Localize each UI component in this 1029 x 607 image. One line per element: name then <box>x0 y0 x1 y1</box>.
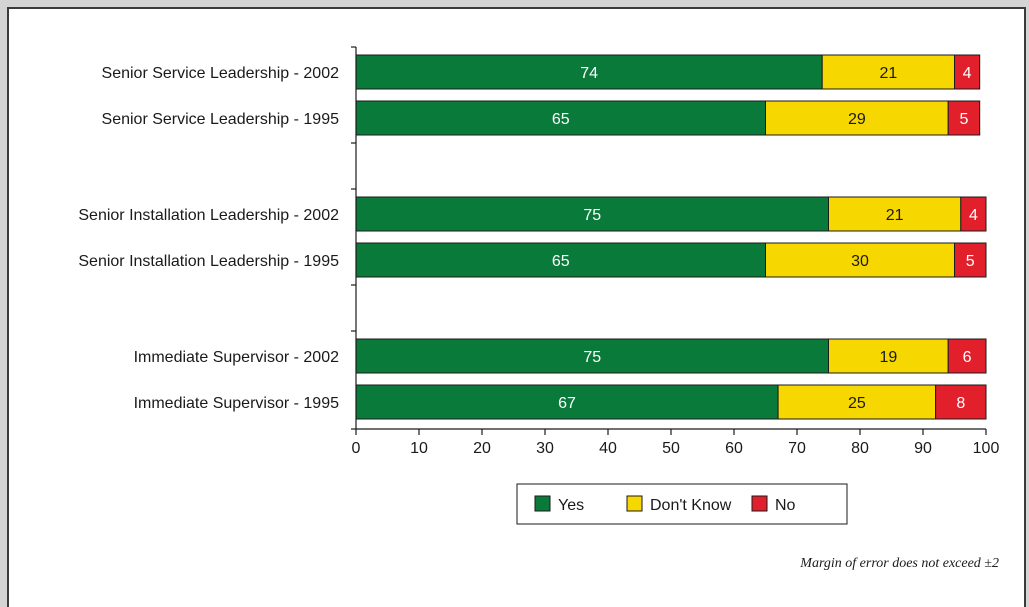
legend-label: Don't Know <box>650 497 732 514</box>
x-tick-label: 50 <box>662 440 680 457</box>
data-label-yes: 67 <box>558 395 576 412</box>
bar-segment-no <box>954 242 987 278</box>
data-label-don-t-know: 30 <box>851 253 869 270</box>
legend-label: Yes <box>558 497 584 514</box>
legend-swatch <box>626 495 643 512</box>
data-label-no: 8 <box>956 395 965 412</box>
data-label-yes: 74 <box>580 65 598 82</box>
x-tick-label: 90 <box>914 440 932 457</box>
bar-row-senior-installation-leadership-2002: 75 21 4 <box>355 196 987 232</box>
x-tick-label: 100 <box>973 440 1000 457</box>
data-label-don-t-know: 19 <box>879 349 897 366</box>
category-label: Immediate Supervisor - 2002 <box>134 349 340 366</box>
bar-segment-yes <box>355 242 766 278</box>
category-label: Immediate Supervisor - 1995 <box>134 395 340 412</box>
bar-segment-no <box>947 338 987 374</box>
bar-row-immediate-supervisor-1995: 67 25 8 <box>355 384 987 420</box>
bar-segment-don-t-know <box>765 100 949 136</box>
x-tick-label: 0 <box>352 440 361 457</box>
x-tick-label: 70 <box>788 440 806 457</box>
bar-segment-no <box>954 54 981 90</box>
bar-segment-no <box>935 384 987 420</box>
chart-frame: 74 21 4 65 29 5 75 21 4 65 30 5 75 19 6 67 25 8 0 10 20 30 40… <box>7 7 1026 607</box>
x-tick-label: 30 <box>536 440 554 457</box>
data-label-don-t-know: 29 <box>848 111 866 128</box>
legend-swatch <box>751 495 768 512</box>
legend-label: No <box>775 497 796 514</box>
stacked-bar-chart: 74 21 4 65 29 5 75 21 4 65 30 5 75 19 6 67 25 8 0 10 20 30 40… <box>78 46 1000 571</box>
data-label-no: 5 <box>959 111 968 128</box>
bar-segment-yes <box>355 100 766 136</box>
legend-item-yes: Yes <box>534 495 584 514</box>
category-label: Senior Service Leadership - 1995 <box>102 111 340 128</box>
data-label-yes: 65 <box>552 253 570 270</box>
bar-row-senior-installation-leadership-1995: 65 30 5 <box>355 242 987 278</box>
bar-segment-no <box>947 100 981 136</box>
bar-segment-yes <box>355 338 829 374</box>
data-label-no: 6 <box>963 349 972 366</box>
bar-row-senior-service-leadership-1995: 65 29 5 <box>355 100 981 136</box>
category-label: Senior Service Leadership - 2002 <box>102 65 340 82</box>
bar-segment-yes <box>355 196 829 232</box>
x-tick-label: 20 <box>473 440 491 457</box>
x-tick-label: 40 <box>599 440 617 457</box>
bar-segment-don-t-know <box>828 338 949 374</box>
data-label-no: 4 <box>969 207 978 224</box>
bar-segment-no <box>960 196 987 232</box>
data-label-yes: 75 <box>583 349 601 366</box>
data-label-don-t-know: 21 <box>879 65 897 82</box>
legend-item-no: No <box>751 495 796 514</box>
data-label-don-t-know: 25 <box>848 395 866 412</box>
bar-segment-yes <box>355 54 823 90</box>
x-tick-label: 60 <box>725 440 743 457</box>
data-label-no: 4 <box>963 65 972 82</box>
x-tick-label: 10 <box>410 440 428 457</box>
category-label: Senior Installation Leadership - 2002 <box>78 207 339 224</box>
legend-swatch <box>534 495 551 512</box>
bar-segment-don-t-know <box>777 384 937 420</box>
x-tick-label: 80 <box>851 440 869 457</box>
category-label: Senior Installation Leadership - 1995 <box>78 253 339 270</box>
bar-row-immediate-supervisor-2002: 75 19 6 <box>355 338 987 374</box>
margin-of-error-note: Margin of error does not exceed ±2 <box>799 556 999 571</box>
legend-box <box>516 483 848 525</box>
legend-item-don-t-know: Don't Know <box>626 495 732 514</box>
data-label-yes: 65 <box>552 111 570 128</box>
bar-segment-don-t-know <box>828 196 962 232</box>
bar-segment-don-t-know <box>821 54 956 90</box>
data-label-yes: 75 <box>583 207 601 224</box>
data-label-no: 5 <box>966 253 975 270</box>
bar-row-senior-service-leadership-2002: 74 21 4 <box>355 54 981 90</box>
data-label-don-t-know: 21 <box>886 207 904 224</box>
